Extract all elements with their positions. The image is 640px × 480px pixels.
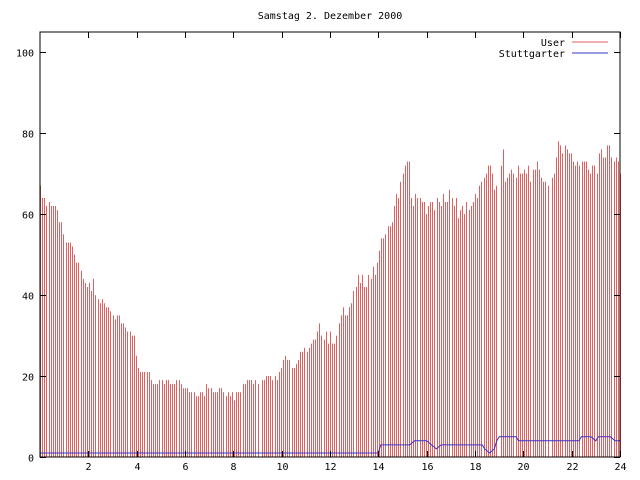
- x-axis: 2 4 6 8 10 12 14 16 18 20 22 24: [85, 32, 627, 473]
- x-tick-label: 2: [85, 462, 91, 473]
- y-tick-label: 40: [22, 292, 34, 303]
- y-tick-label: 100: [16, 49, 34, 60]
- x-tick-label: 12: [324, 462, 336, 473]
- x-tick-label: 8: [230, 462, 236, 473]
- y-tick-label: 0: [28, 454, 34, 465]
- x-tick-label: 10: [276, 462, 288, 473]
- stuttgarter-line: [40, 436, 620, 454]
- x-tick-label: 6: [182, 462, 188, 473]
- x-tick-label: 4: [134, 462, 140, 473]
- y-tick-label: 20: [22, 373, 34, 384]
- x-tick-label: 14: [372, 462, 384, 473]
- user-impulses: [40, 141, 621, 457]
- chart-title: Samstag 2. Dezember 2000: [258, 11, 403, 22]
- x-tick-label: 16: [421, 462, 433, 473]
- y-tick-label: 60: [22, 211, 34, 222]
- y-tick-label: 80: [22, 130, 34, 141]
- x-tick-label: 24: [614, 462, 626, 473]
- legend-label-user: User: [541, 38, 565, 49]
- y-axis: 0 20 40 60 80 100: [16, 49, 620, 465]
- legend: User Stuttgarter: [499, 38, 608, 60]
- x-tick-label: 22: [566, 462, 578, 473]
- legend-label-stuttgarter: Stuttgarter: [499, 49, 565, 60]
- x-tick-label: 18: [469, 462, 481, 473]
- x-tick-label: 20: [517, 462, 529, 473]
